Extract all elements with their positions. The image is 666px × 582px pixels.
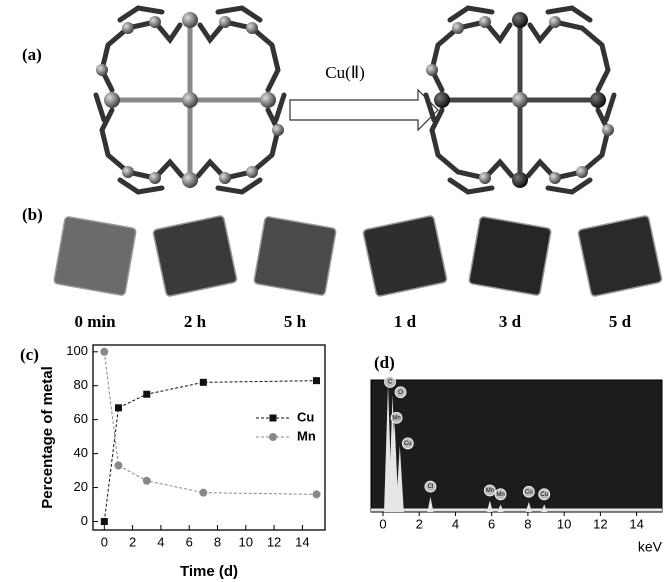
cage-structure bbox=[96, 8, 284, 192]
plot-frame bbox=[93, 345, 325, 530]
marker bbox=[269, 433, 277, 441]
time-label: 5 h bbox=[284, 312, 307, 331]
panel-label: (b) bbox=[22, 205, 43, 224]
cage-structure bbox=[426, 8, 614, 192]
data-line bbox=[104, 381, 316, 522]
x-tick-label: 12 bbox=[267, 534, 281, 549]
marker bbox=[143, 477, 151, 485]
y-tick-label: 100 bbox=[66, 343, 88, 358]
peak-label: O bbox=[398, 390, 403, 396]
figure: (a) Cu(Ⅱ) (b) 0 min 2 h 5 h 1 d 3 d 5 d (c) 0 2 4… bbox=[0, 0, 666, 582]
x-tick-label: 8 bbox=[214, 534, 221, 549]
x-tick-label: 14 bbox=[629, 516, 643, 531]
x-tick-label: 10 bbox=[557, 516, 571, 531]
x-tick-label: 6 bbox=[488, 516, 495, 531]
y-tick-label: 0 bbox=[81, 513, 88, 528]
peak-label: Cu bbox=[525, 489, 533, 495]
legend-label: Mn bbox=[297, 428, 316, 443]
x-tick-label: 10 bbox=[239, 534, 253, 549]
page: (a) Cu(Ⅱ) (b) 0 min 2 h 5 h 1 d 3 d 5 d (c) 0 2 4… bbox=[0, 0, 666, 582]
marker bbox=[100, 348, 108, 356]
y-axis-label: Percentage of metal bbox=[39, 366, 56, 509]
marker bbox=[199, 489, 207, 497]
marker bbox=[114, 462, 122, 470]
y-tick-label: 80 bbox=[74, 377, 88, 392]
peak-label: Mn bbox=[486, 488, 494, 494]
peak-label: Cl bbox=[428, 484, 434, 490]
marker bbox=[313, 377, 320, 384]
reaction-label: Cu(Ⅱ) bbox=[325, 63, 365, 82]
panel-label: (c) bbox=[20, 345, 39, 364]
peak-label: C bbox=[388, 380, 393, 386]
data-line bbox=[104, 352, 316, 495]
crystal-image bbox=[469, 216, 552, 295]
x-tick-label: 0 bbox=[101, 534, 108, 549]
x-tick-label: 14 bbox=[295, 534, 309, 549]
legend-label: Cu bbox=[297, 409, 314, 424]
time-label: 5 d bbox=[609, 312, 632, 331]
x-axis-label: keV bbox=[638, 539, 663, 555]
peak-label: Cu bbox=[540, 492, 548, 498]
x-tick-label: 0 bbox=[379, 516, 386, 531]
y-tick-label: 60 bbox=[74, 411, 88, 426]
arrow bbox=[290, 90, 438, 130]
marker bbox=[200, 379, 207, 386]
panel-label: (a) bbox=[22, 45, 42, 64]
marker bbox=[313, 490, 321, 498]
x-tick-label: 12 bbox=[593, 516, 607, 531]
x-tick-label: 8 bbox=[524, 516, 531, 531]
y-tick-label: 20 bbox=[74, 479, 88, 494]
marker bbox=[270, 415, 277, 422]
peak-label: Mn bbox=[496, 492, 504, 498]
marker bbox=[143, 391, 150, 398]
peak-label: Cu bbox=[404, 441, 412, 447]
y-tick-label: 40 bbox=[74, 445, 88, 460]
crystal-image bbox=[153, 215, 238, 296]
crystal-image bbox=[578, 215, 663, 296]
panel-label: (d) bbox=[374, 353, 395, 372]
x-axis-label: Time (d) bbox=[180, 563, 238, 580]
peak-label: Mn bbox=[392, 415, 400, 421]
time-label: 0 min bbox=[74, 312, 116, 331]
time-label: 1 d bbox=[394, 312, 417, 331]
x-tick-label: 2 bbox=[416, 516, 423, 531]
x-tick-label: 4 bbox=[157, 534, 164, 549]
x-tick-label: 6 bbox=[186, 534, 193, 549]
marker bbox=[101, 518, 108, 525]
plot-area bbox=[371, 380, 662, 512]
marker bbox=[115, 404, 122, 411]
crystal-image bbox=[363, 215, 448, 296]
crystal-image bbox=[54, 216, 137, 295]
time-label: 2 h bbox=[184, 312, 207, 331]
x-tick-label: 4 bbox=[452, 516, 459, 531]
crystal-image bbox=[254, 216, 337, 295]
x-tick-label: 2 bbox=[129, 534, 136, 549]
time-label: 3 d bbox=[499, 312, 522, 331]
